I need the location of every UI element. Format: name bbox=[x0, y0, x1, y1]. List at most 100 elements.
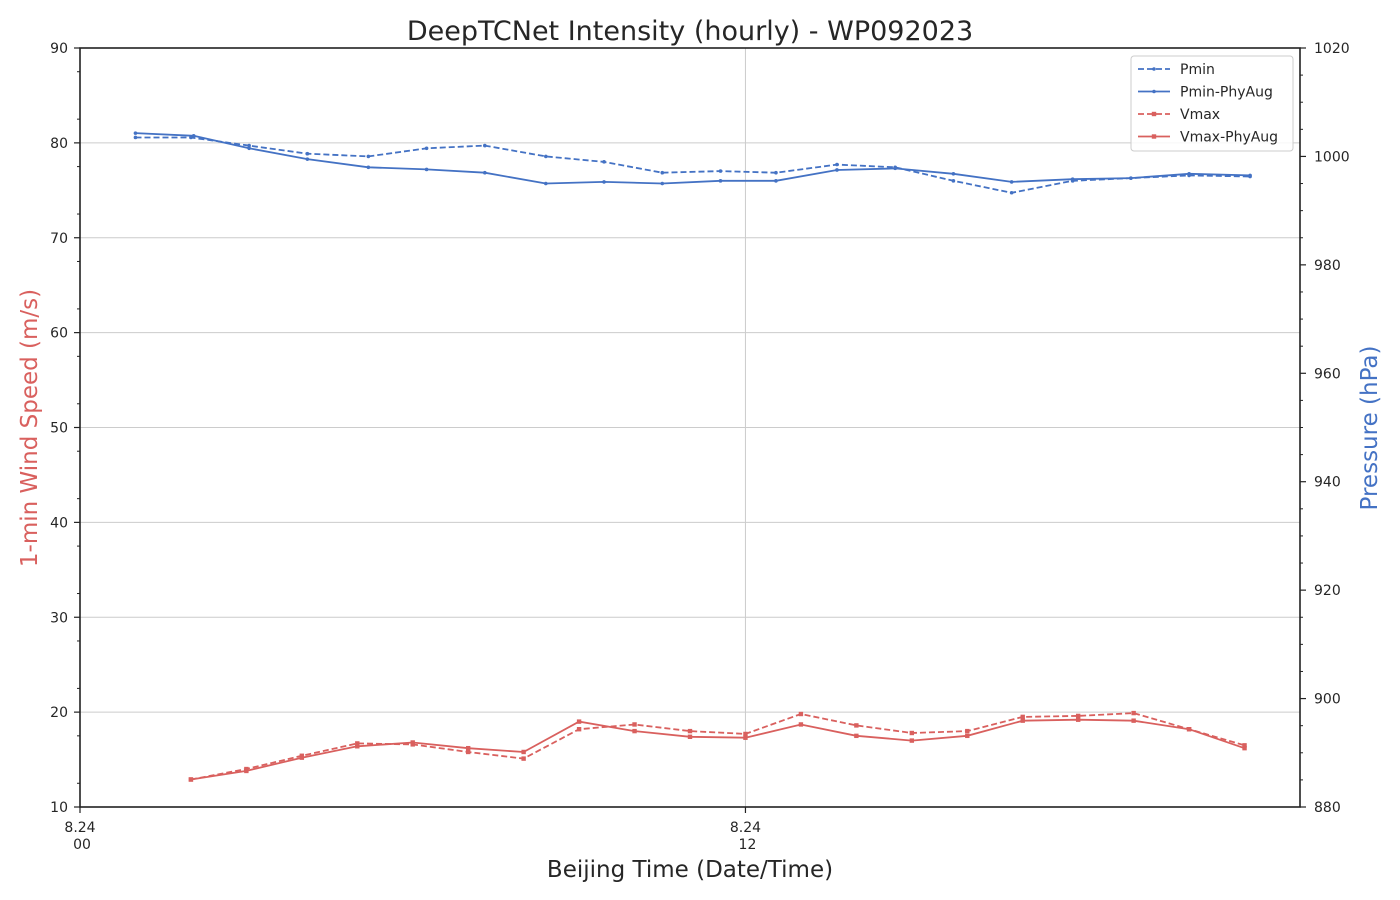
data-point bbox=[247, 146, 251, 151]
grid bbox=[80, 47, 1300, 808]
y-left-tick-label: 60 bbox=[50, 326, 68, 342]
series-pmin-phyaug bbox=[133, 131, 1252, 186]
y-right-tick-label: 1000 bbox=[1314, 149, 1350, 165]
data-point bbox=[576, 727, 582, 732]
y-right-tick-label: 980 bbox=[1314, 258, 1341, 274]
data-point bbox=[774, 170, 778, 175]
data-point bbox=[483, 170, 487, 175]
data-point bbox=[1070, 177, 1075, 181]
series-line bbox=[135, 132, 1251, 185]
data-point bbox=[1129, 176, 1133, 180]
y-left-tick-label: 30 bbox=[50, 610, 68, 626]
data-point bbox=[1009, 180, 1014, 184]
data-point bbox=[424, 167, 429, 172]
data-point bbox=[854, 733, 859, 739]
data-point bbox=[366, 165, 371, 170]
data-point bbox=[743, 735, 748, 740]
data-point bbox=[521, 749, 526, 755]
data-point bbox=[893, 166, 897, 171]
data-point bbox=[718, 169, 723, 173]
series-vmax bbox=[188, 710, 1247, 782]
data-point bbox=[798, 722, 804, 727]
legend-marker bbox=[1151, 134, 1157, 139]
data-point bbox=[1020, 714, 1025, 720]
data-point bbox=[355, 741, 360, 746]
legend-marker bbox=[1152, 67, 1156, 71]
legend-entry: Vmax-PhyAug bbox=[1138, 130, 1278, 146]
data-point bbox=[299, 755, 305, 760]
data-point bbox=[965, 728, 970, 734]
legend-entry: Vmax bbox=[1138, 107, 1220, 123]
legend-entry: Pmin bbox=[1138, 62, 1215, 78]
data-point bbox=[1186, 727, 1192, 732]
data-point bbox=[687, 734, 693, 739]
series-vmax-phyaug bbox=[188, 717, 1247, 782]
data-point bbox=[1075, 717, 1081, 722]
y-left-tick-label: 80 bbox=[50, 136, 68, 152]
y-left-tick-label: 50 bbox=[50, 421, 68, 437]
y-right-tick-label: 900 bbox=[1314, 692, 1341, 708]
data-point bbox=[798, 711, 804, 717]
data-point bbox=[632, 728, 637, 734]
x-tick-label-date: 8.24 bbox=[730, 820, 761, 836]
data-point bbox=[1009, 190, 1014, 195]
x-tick-label-hour: 12 bbox=[739, 837, 757, 853]
y-right-tick-label: 940 bbox=[1314, 475, 1341, 491]
data-point bbox=[133, 135, 138, 140]
data-point bbox=[660, 170, 665, 175]
x-tick-label-date: 8.24 bbox=[64, 820, 95, 836]
legend-label: Vmax bbox=[1180, 107, 1220, 123]
data-point bbox=[366, 154, 371, 159]
legend-marker bbox=[1152, 89, 1156, 94]
data-point bbox=[576, 719, 582, 724]
data-point bbox=[1242, 745, 1247, 751]
data-point bbox=[521, 756, 526, 761]
y-right-tick-label: 880 bbox=[1314, 800, 1341, 816]
data-point bbox=[854, 723, 859, 728]
data-point bbox=[305, 157, 310, 161]
data-point bbox=[133, 131, 138, 135]
data-point bbox=[632, 722, 637, 727]
ticks: 1020304050607080908809009209409609801000… bbox=[50, 41, 1349, 853]
chart-title: DeepTCNet Intensity (hourly) - WP092023 bbox=[407, 16, 973, 47]
legend-box bbox=[1130, 55, 1294, 152]
data-point bbox=[774, 179, 778, 183]
data-point bbox=[410, 740, 415, 745]
data-point bbox=[687, 728, 693, 734]
data-point bbox=[1131, 718, 1136, 723]
data-point bbox=[544, 181, 548, 186]
y-left-tick-label: 90 bbox=[50, 41, 68, 57]
legend-label: Vmax-PhyAug bbox=[1180, 130, 1278, 146]
data-point bbox=[951, 171, 956, 176]
data-point bbox=[909, 730, 915, 736]
data-point bbox=[355, 744, 360, 749]
data-point bbox=[244, 768, 249, 774]
data-point bbox=[188, 777, 194, 782]
data-point bbox=[1131, 710, 1136, 716]
data-point bbox=[465, 749, 471, 755]
data-point bbox=[191, 134, 196, 138]
data-point bbox=[951, 179, 956, 183]
data-point bbox=[909, 738, 915, 743]
series-line bbox=[135, 136, 1251, 194]
data-point bbox=[965, 733, 970, 739]
legend-label: Pmin bbox=[1180, 62, 1215, 78]
y-right-tick-label: 920 bbox=[1314, 583, 1341, 599]
legend: Pmin Pmin-PhyAug Vmax Vmax-PhyAug bbox=[1130, 55, 1294, 152]
y-left-tick-label: 40 bbox=[50, 515, 68, 531]
data-point bbox=[424, 146, 429, 151]
data-point bbox=[1075, 713, 1081, 719]
x-tick-label-hour: 00 bbox=[73, 837, 91, 853]
series-layer bbox=[133, 131, 1252, 782]
data-point bbox=[602, 180, 606, 184]
data-point bbox=[465, 745, 471, 751]
data-point bbox=[835, 168, 839, 172]
series-pmin bbox=[133, 135, 1252, 195]
y-axis-label-right: Pressure (hPa) bbox=[1357, 346, 1383, 511]
data-point bbox=[660, 181, 665, 186]
legend-entry: Pmin-PhyAug bbox=[1138, 85, 1273, 101]
data-point bbox=[1248, 173, 1252, 178]
legend-marker bbox=[1151, 111, 1157, 117]
series-line bbox=[190, 718, 1245, 781]
